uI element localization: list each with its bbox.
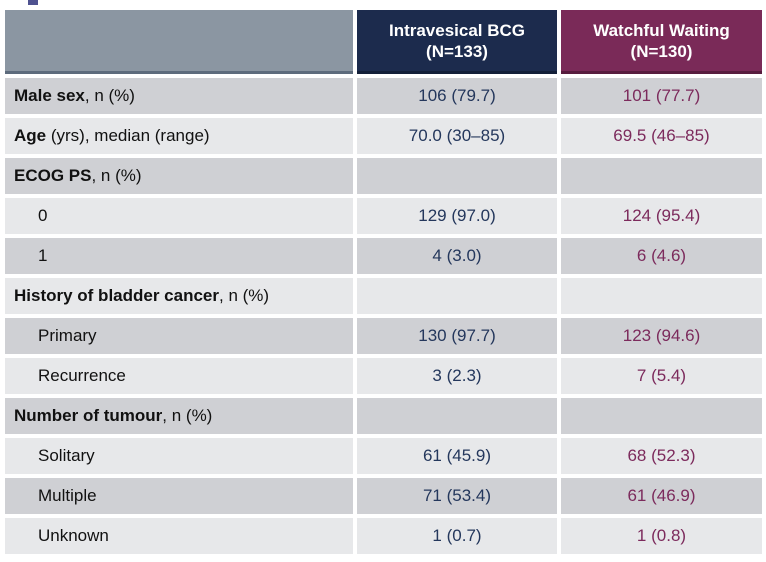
- value-ww: 6 (4.6): [561, 238, 762, 274]
- table-row-primary: Primary 130 (97.7) 123 (94.6): [5, 318, 762, 354]
- row-label: Multiple: [5, 478, 353, 514]
- row-label: Number of tumour, n (%): [5, 398, 353, 434]
- value-bcg: 4 (3.0): [357, 238, 557, 274]
- value-bcg: 61 (45.9): [357, 438, 557, 474]
- table-row-ecog-0: 0 129 (97.0) 124 (95.4): [5, 198, 762, 234]
- row-label: 0: [5, 198, 353, 234]
- table-row-number-of-tumour: Number of tumour, n (%): [5, 398, 762, 434]
- value-ww: 69.5 (46–85): [561, 118, 762, 154]
- value-bcg: [357, 398, 557, 434]
- table-header-row: Intravesical BCG (N=133) Watchful Waitin…: [5, 10, 762, 74]
- row-label: Solitary: [5, 438, 353, 474]
- row-label: History of bladder cancer, n (%): [5, 278, 353, 314]
- header-ww-cell: Watchful Waiting (N=130): [561, 10, 762, 74]
- value-bcg: [357, 158, 557, 194]
- value-bcg: 129 (97.0): [357, 198, 557, 234]
- value-bcg: 106 (79.7): [357, 78, 557, 114]
- value-ww: 7 (5.4): [561, 358, 762, 394]
- table-row-multiple: Multiple 71 (53.4) 61 (46.9): [5, 478, 762, 514]
- value-ww: 101 (77.7): [561, 78, 762, 114]
- value-bcg: 3 (2.3): [357, 358, 557, 394]
- row-label: Recurrence: [5, 358, 353, 394]
- value-ww: 1 (0.8): [561, 518, 762, 554]
- value-ww: [561, 398, 762, 434]
- value-ww: [561, 158, 762, 194]
- table-row-solitary: Solitary 61 (45.9) 68 (52.3): [5, 438, 762, 474]
- value-ww: 124 (95.4): [561, 198, 762, 234]
- baseline-characteristics-table: Intravesical BCG (N=133) Watchful Waitin…: [1, 6, 766, 558]
- table-row-ecog-ps: ECOG PS, n (%): [5, 158, 762, 194]
- value-bcg: 130 (97.7): [357, 318, 557, 354]
- value-bcg: 70.0 (30–85): [357, 118, 557, 154]
- value-bcg: 71 (53.4): [357, 478, 557, 514]
- header-bcg-line1: Intravesical BCG: [388, 20, 526, 40]
- row-label: 1: [5, 238, 353, 274]
- row-label: Unknown: [5, 518, 353, 554]
- header-empty-cell: [5, 10, 353, 74]
- table-row-male-sex: Male sex, n (%) 106 (79.7) 101 (77.7): [5, 78, 762, 114]
- row-label: Primary: [5, 318, 353, 354]
- table-row-recurrence: Recurrence 3 (2.3) 7 (5.4): [5, 358, 762, 394]
- title-text-fragment: [28, 0, 38, 5]
- header-bcg-line2: (N=133): [426, 41, 488, 61]
- table-row-history: History of bladder cancer, n (%): [5, 278, 762, 314]
- value-bcg: [357, 278, 557, 314]
- value-ww: 61 (46.9): [561, 478, 762, 514]
- value-bcg: 1 (0.7): [357, 518, 557, 554]
- header-ww-line2: (N=130): [630, 41, 693, 61]
- table-row-age: Age (yrs), median (range) 70.0 (30–85) 6…: [5, 118, 762, 154]
- row-label: ECOG PS, n (%): [5, 158, 353, 194]
- row-label: Age (yrs), median (range): [5, 118, 353, 154]
- table-row-ecog-1: 1 4 (3.0) 6 (4.6): [5, 238, 762, 274]
- row-label: Male sex, n (%): [5, 78, 353, 114]
- header-ww-line1: Watchful Waiting: [593, 20, 730, 40]
- value-ww: [561, 278, 762, 314]
- value-ww: 68 (52.3): [561, 438, 762, 474]
- table-row-unknown: Unknown 1 (0.7) 1 (0.8): [5, 518, 762, 554]
- value-ww: 123 (94.6): [561, 318, 762, 354]
- header-bcg-cell: Intravesical BCG (N=133): [357, 10, 557, 74]
